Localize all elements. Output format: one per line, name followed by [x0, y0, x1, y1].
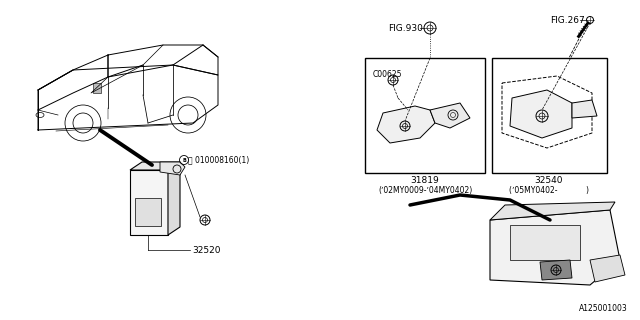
Polygon shape [590, 255, 625, 282]
Text: A125001003: A125001003 [579, 304, 628, 313]
Polygon shape [168, 162, 180, 235]
Bar [93, 83, 101, 93]
Polygon shape [160, 162, 185, 175]
Bar [365, 58, 485, 173]
Text: FIG.930: FIG.930 [388, 23, 423, 33]
Polygon shape [490, 202, 615, 220]
Text: C00625: C00625 [373, 69, 403, 78]
Text: Ⓑ 010008160(1): Ⓑ 010008160(1) [188, 156, 249, 164]
Text: 32540: 32540 [535, 176, 563, 185]
Polygon shape [430, 103, 470, 128]
Polygon shape [510, 90, 572, 138]
Text: FIG.267: FIG.267 [550, 15, 585, 25]
Text: B: B [182, 157, 186, 163]
Bar [135, 198, 161, 226]
Polygon shape [130, 162, 180, 170]
Bar [510, 225, 580, 260]
Text: (ʼ02MY0009-ʼ04MY0402): (ʼ02MY0009-ʼ04MY0402) [378, 186, 472, 195]
Text: (ʼ05MY0402-            ): (ʼ05MY0402- ) [509, 186, 589, 195]
Bar [130, 170, 168, 235]
Polygon shape [490, 210, 620, 285]
Polygon shape [540, 260, 572, 280]
Text: 32520: 32520 [192, 245, 221, 254]
Text: 31819: 31819 [411, 176, 440, 185]
Polygon shape [572, 100, 597, 118]
Bar [492, 58, 607, 173]
Polygon shape [377, 106, 435, 143]
